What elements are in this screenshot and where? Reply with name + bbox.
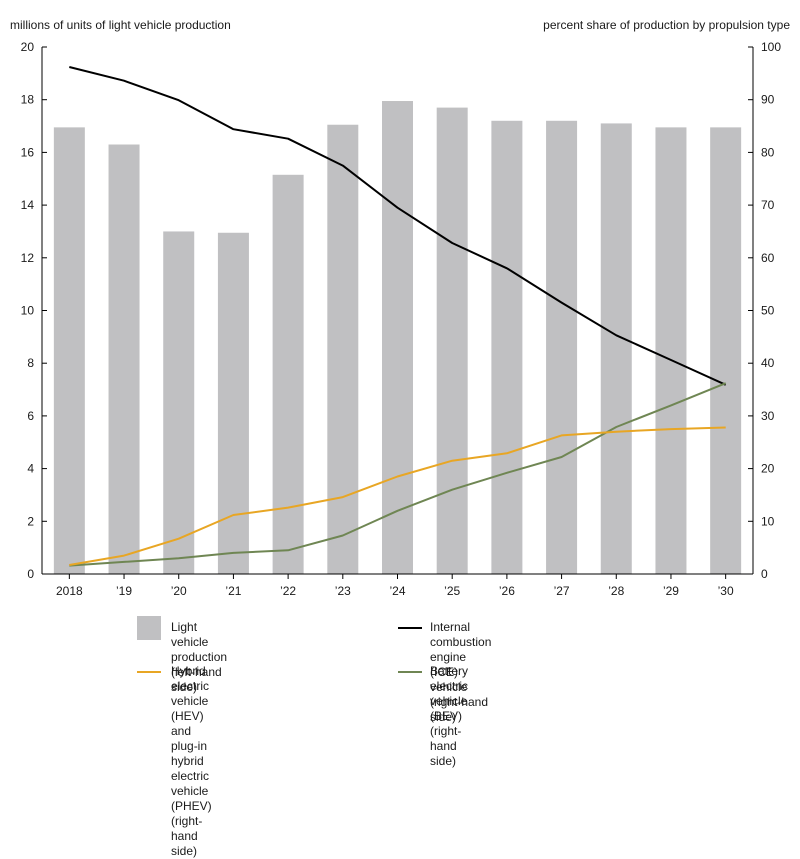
bar-0 — [53, 127, 85, 575]
bar-11 — [655, 127, 687, 575]
x-tick-label-12: ’30 — [718, 584, 734, 598]
bar-6 — [382, 101, 413, 574]
right-tick-label-10: 100 — [761, 40, 781, 54]
series-line-3 — [69, 382, 727, 567]
x-tick-label-10: ’28 — [608, 584, 624, 598]
bar-5 — [327, 124, 359, 575]
bar-4 — [272, 174, 304, 575]
chart-canvas: 0 2 4 6 8 10 12 14 16 18 20 0 10 20 30 40 50 60 70 80 90 100 2… — [21, 40, 782, 598]
left-tick-label-3: 6 — [27, 409, 34, 423]
x-tick-label-3: ’21 — [225, 584, 241, 598]
bar-12 — [710, 127, 742, 575]
legend-label-bev: Battery electric vehicle (BEV) (right-ha… — [430, 664, 469, 768]
bar-2 — [163, 231, 195, 574]
left-tick-label-6: 12 — [21, 251, 35, 265]
left-tick-label-1: 2 — [27, 514, 34, 528]
right-tick-label-6: 60 — [761, 251, 775, 265]
left-tick-label-10: 20 — [21, 40, 35, 54]
x-tick-label-0: 2018 — [56, 584, 83, 598]
series-line-2 — [69, 426, 726, 566]
legend-swatch-ice — [398, 627, 422, 629]
legend-label-ice: Internal combustion engine (ICE) vehicle… — [430, 620, 492, 724]
legend-label-production: Light vehicle production (left-hand side… — [171, 620, 228, 694]
x-tick-label-6: ’24 — [389, 584, 405, 598]
x-tick-label-8: ’26 — [499, 584, 515, 598]
bar-7 — [436, 107, 468, 574]
bar-10 — [600, 123, 632, 574]
left-tick-label-4: 8 — [27, 356, 34, 370]
right-tick-label-2: 20 — [761, 462, 775, 476]
legend-swatch-production — [137, 616, 161, 640]
x-tick-label-11: ’29 — [663, 584, 679, 598]
right-tick-label-1: 10 — [761, 514, 775, 528]
left-axis-title: millions of units of light vehicle produ… — [10, 18, 231, 32]
right-tick-label-3: 30 — [761, 409, 775, 423]
left-tick-label-5: 10 — [21, 304, 35, 318]
x-tick-label-7: ’25 — [444, 584, 460, 598]
x-tick-label-9: ’27 — [554, 584, 570, 598]
bar-8 — [491, 120, 523, 574]
series-line-1 — [69, 66, 727, 386]
left-tick-label-7: 14 — [21, 198, 35, 212]
x-tick-label-2: ’20 — [171, 584, 187, 598]
right-tick-label-9: 90 — [761, 93, 775, 107]
right-tick-label-7: 70 — [761, 198, 775, 212]
left-tick-label-9: 18 — [21, 93, 35, 107]
right-axis-title: percent share of production by propulsio… — [543, 18, 790, 32]
left-tick-label-8: 16 — [21, 145, 35, 159]
x-tick-label-4: ’22 — [280, 584, 296, 598]
right-tick-label-0: 0 — [761, 567, 768, 581]
x-tick-label-1: ’19 — [116, 584, 132, 598]
right-tick-label-4: 40 — [761, 356, 775, 370]
right-tick-label-8: 80 — [761, 145, 775, 159]
bar-3 — [217, 232, 249, 574]
right-tick-label-5: 50 — [761, 304, 775, 318]
legend-swatch-bev — [398, 671, 422, 673]
bar-9 — [546, 120, 578, 574]
left-tick-label-2: 4 — [27, 462, 34, 476]
legend-swatch-hybrid — [137, 671, 161, 673]
left-tick-label-0: 0 — [27, 567, 34, 581]
legend-label-hybrid: Hybrid electric vehicle (HEV) and plug-i… — [171, 664, 212, 858]
x-tick-label-5: ’23 — [335, 584, 351, 598]
bar-1 — [108, 144, 140, 574]
